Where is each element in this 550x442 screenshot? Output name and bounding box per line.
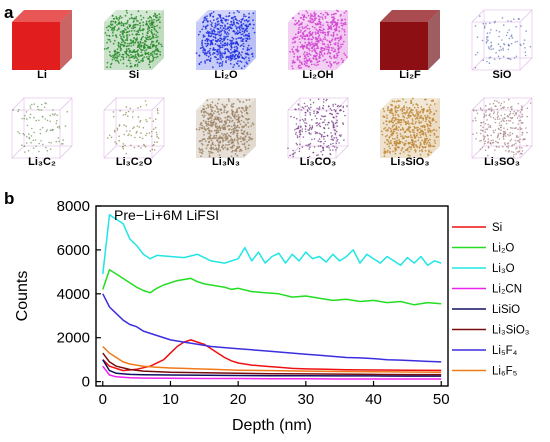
- plot-frame: [95, 205, 449, 387]
- series-line-2: [102, 268, 442, 306]
- x-tick-label: 50: [433, 391, 450, 408]
- y-axis-title: Counts: [14, 271, 31, 322]
- cube-label: Li₃SiO₃: [391, 156, 430, 168]
- x-tick-label: 40: [365, 391, 382, 408]
- legend-label: Li₅F₄: [492, 345, 518, 357]
- y-tick-label: 2000: [57, 330, 90, 347]
- cube-label: Si: [129, 69, 139, 81]
- cube-label: Li₃C₂O: [116, 156, 153, 168]
- cube-label: SiO: [493, 69, 512, 81]
- cube-2: Si: [103, 9, 164, 81]
- series-line-1: [102, 339, 442, 372]
- legend: Si Li₂O Li₃O Li₂CN LiSiO Li₃SiO₃ Li₅F₄ Li₆F₅: [452, 222, 530, 378]
- legend-label: LiSiO: [492, 304, 520, 316]
- legend-label: Li₆F₅: [492, 366, 518, 378]
- cube-3: Li₂O: [195, 10, 256, 81]
- cube-label: Li₃N₃: [212, 156, 240, 168]
- cube-label: Li₂F: [399, 69, 421, 81]
- x-tick-label: 10: [162, 391, 179, 408]
- cube-12: Li₃SO₃: [471, 97, 533, 168]
- cube-label: Li₂O: [214, 69, 238, 81]
- series-line-3: [102, 214, 442, 275]
- y-tick-label: 0: [82, 374, 90, 391]
- legend-label: Li₃SiO₃: [492, 325, 530, 337]
- panel-b-letter: b: [4, 189, 14, 208]
- legend-label: Li₂CN: [492, 284, 522, 296]
- series-line-6: [102, 352, 442, 376]
- series-line-8: [102, 345, 442, 373]
- y-tick-label: 8000: [57, 198, 90, 215]
- x-tick-label: 20: [230, 391, 247, 408]
- series-line-4: [102, 365, 442, 380]
- cube-label: Li₃C₂: [28, 156, 56, 168]
- cube-6: SiO: [471, 9, 533, 81]
- axis-ticks: 0 10 20 30 40 50 0 2000 4000 6000 8000: [57, 198, 450, 408]
- cube-9: Li₃N₃: [195, 98, 256, 168]
- cube-5: Li₂F: [380, 10, 440, 81]
- cube-label: Li: [37, 69, 47, 81]
- series-line-5: [102, 359, 442, 377]
- cube-11: Li₃SiO₃: [380, 97, 441, 168]
- cube-10: Li₃CO₃: [287, 97, 349, 168]
- x-tick-label: 0: [99, 391, 107, 408]
- legend-label: Li₃O: [492, 263, 515, 275]
- legend-label: Si: [492, 222, 502, 234]
- cube-label: Li₂OH: [302, 69, 333, 81]
- panel-a-letter: a: [4, 3, 14, 22]
- cube-7: Li₃C₂: [11, 97, 73, 168]
- cube-8: Li₃C₂O: [103, 97, 165, 168]
- cube-4: Li₂OH: [288, 9, 348, 81]
- depth-profile-chart: 0 10 20 30 40 50 0 2000 4000 6000 8000 Si Li₂O Li₃O L…: [14, 198, 530, 434]
- x-axis-title: Depth (nm): [232, 417, 312, 434]
- x-tick-label: 30: [298, 391, 315, 408]
- series-line-7: [102, 293, 442, 363]
- cube-label: Li₃SO₃: [484, 156, 520, 168]
- chart-annotation: Pre−Li+6M LiFSI: [114, 207, 219, 223]
- legend-label: Li₂O: [492, 243, 514, 255]
- y-tick-label: 4000: [57, 286, 90, 303]
- cube-label: Li₃CO₃: [300, 156, 336, 168]
- y-tick-label: 6000: [57, 242, 90, 259]
- cube-grid: Li Si Li₂O Li₂OH Li₂F SiO Li₃C₂ Li₃C₂O Li₃N₃ Li₃C…: [11, 9, 533, 168]
- series-lines: [102, 214, 442, 380]
- cube-1: Li: [12, 10, 72, 81]
